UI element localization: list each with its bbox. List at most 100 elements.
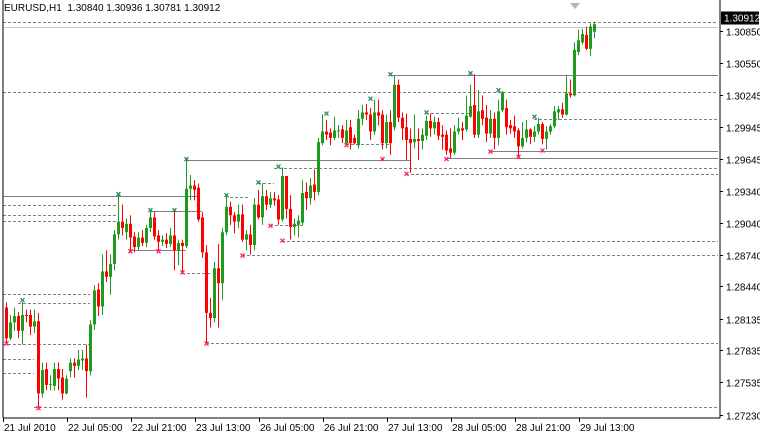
swing-high-marker-icon-stroke [20,297,25,303]
time-tick-label: 28 Jul 05:00 [452,423,507,434]
candle-body [93,290,96,325]
swing-high-marker-icon [496,87,501,93]
candle [577,29,580,56]
chart-shift-marker-icon[interactable] [570,3,580,9]
candle-body [465,115,468,130]
candle [81,349,84,371]
candle-body [537,124,540,132]
candle [589,23,592,57]
candle-body [9,322,12,339]
candle [265,189,268,210]
candle [13,307,16,331]
candle-body [377,112,380,116]
candle-body [57,369,60,379]
swing-high-marker-icon [324,111,329,116]
candle-body [521,137,524,147]
candle [169,227,172,248]
candle-body [325,131,328,135]
time-axis: 21 Jul 2010 22 Jul 05:00 22 Jul 21:00 23 Ju… [3,418,635,434]
candle-body [225,206,228,233]
candle-body [473,104,476,135]
candle-body [277,199,280,220]
price-tick-label: 1.27230 [726,412,760,423]
price-tick-label: 1.28740 [726,252,760,263]
candle-body [17,316,20,331]
candle [5,302,8,343]
candle-body [269,198,272,205]
candle [273,191,276,206]
swing-low-marker-icon-stroke [128,248,133,254]
candle-body [117,221,120,235]
candle [513,115,516,138]
swing-low-marker-icon [156,248,161,254]
candle-body [361,112,364,119]
candle [445,130,448,155]
swing-low-marker-icon-stroke [268,223,273,229]
candle [213,261,216,323]
candle-body [69,362,72,372]
candle-body [121,221,124,228]
candle-body [97,289,100,307]
candle [365,103,368,120]
candle-body [5,307,8,339]
candle-body [541,124,544,139]
candle-body [333,130,336,138]
candle-body [561,109,564,115]
time-tick-label: 26 Jul 05:00 [260,423,315,434]
candle [389,110,392,155]
price-axis: 1.30850 1.30550 1.30245 1.29945 1.29645 1.293… [720,28,760,423]
swing-high-marker-icon [20,297,25,303]
candle [353,134,356,145]
candle [309,178,312,205]
candle [193,180,196,201]
candle-body [169,235,172,244]
candle [109,254,112,295]
candle-body [153,217,156,237]
candle-body [37,321,40,394]
candle [521,121,524,149]
candle [69,358,72,378]
candle-body [525,129,528,138]
candle-body [393,84,396,128]
candle-body [105,271,108,277]
candle-body [445,134,448,151]
candle-body [389,121,392,144]
candle-body [261,196,264,218]
time-tick-label: 22 Jul 05:00 [68,423,123,434]
candle-body [289,208,292,227]
swing-high-marker-icon-stroke [172,207,177,213]
candle-body [485,117,488,134]
candle-body [177,242,180,251]
price-tick-label: 1.29040 [726,220,760,231]
candle [301,180,304,226]
candle-body [85,358,88,372]
candle-body [349,127,352,144]
price-tick-label: 1.27535 [726,379,760,390]
candle [553,106,556,129]
candle [121,204,124,236]
candle-body [265,196,268,205]
candle-body [481,110,484,119]
candle [509,119,512,134]
candle [473,74,476,138]
candle [381,110,384,150]
candle [269,191,272,208]
swing-low-marker-icon-stroke [156,248,161,254]
candle-body [433,121,436,129]
candle [421,128,424,150]
candle-body [573,49,576,96]
candle [117,195,120,240]
candle [345,119,348,146]
candle-body [161,239,164,242]
candle-body [33,321,36,327]
swing-low-marker-icon-stroke [404,171,409,177]
candle-body [165,239,168,244]
candle-body [209,312,212,319]
levels-layer [3,22,718,408]
swing-high-marker-icon [468,70,473,76]
candle [217,243,220,328]
candle [257,189,260,220]
candle [41,362,44,398]
candle-body [205,252,208,313]
